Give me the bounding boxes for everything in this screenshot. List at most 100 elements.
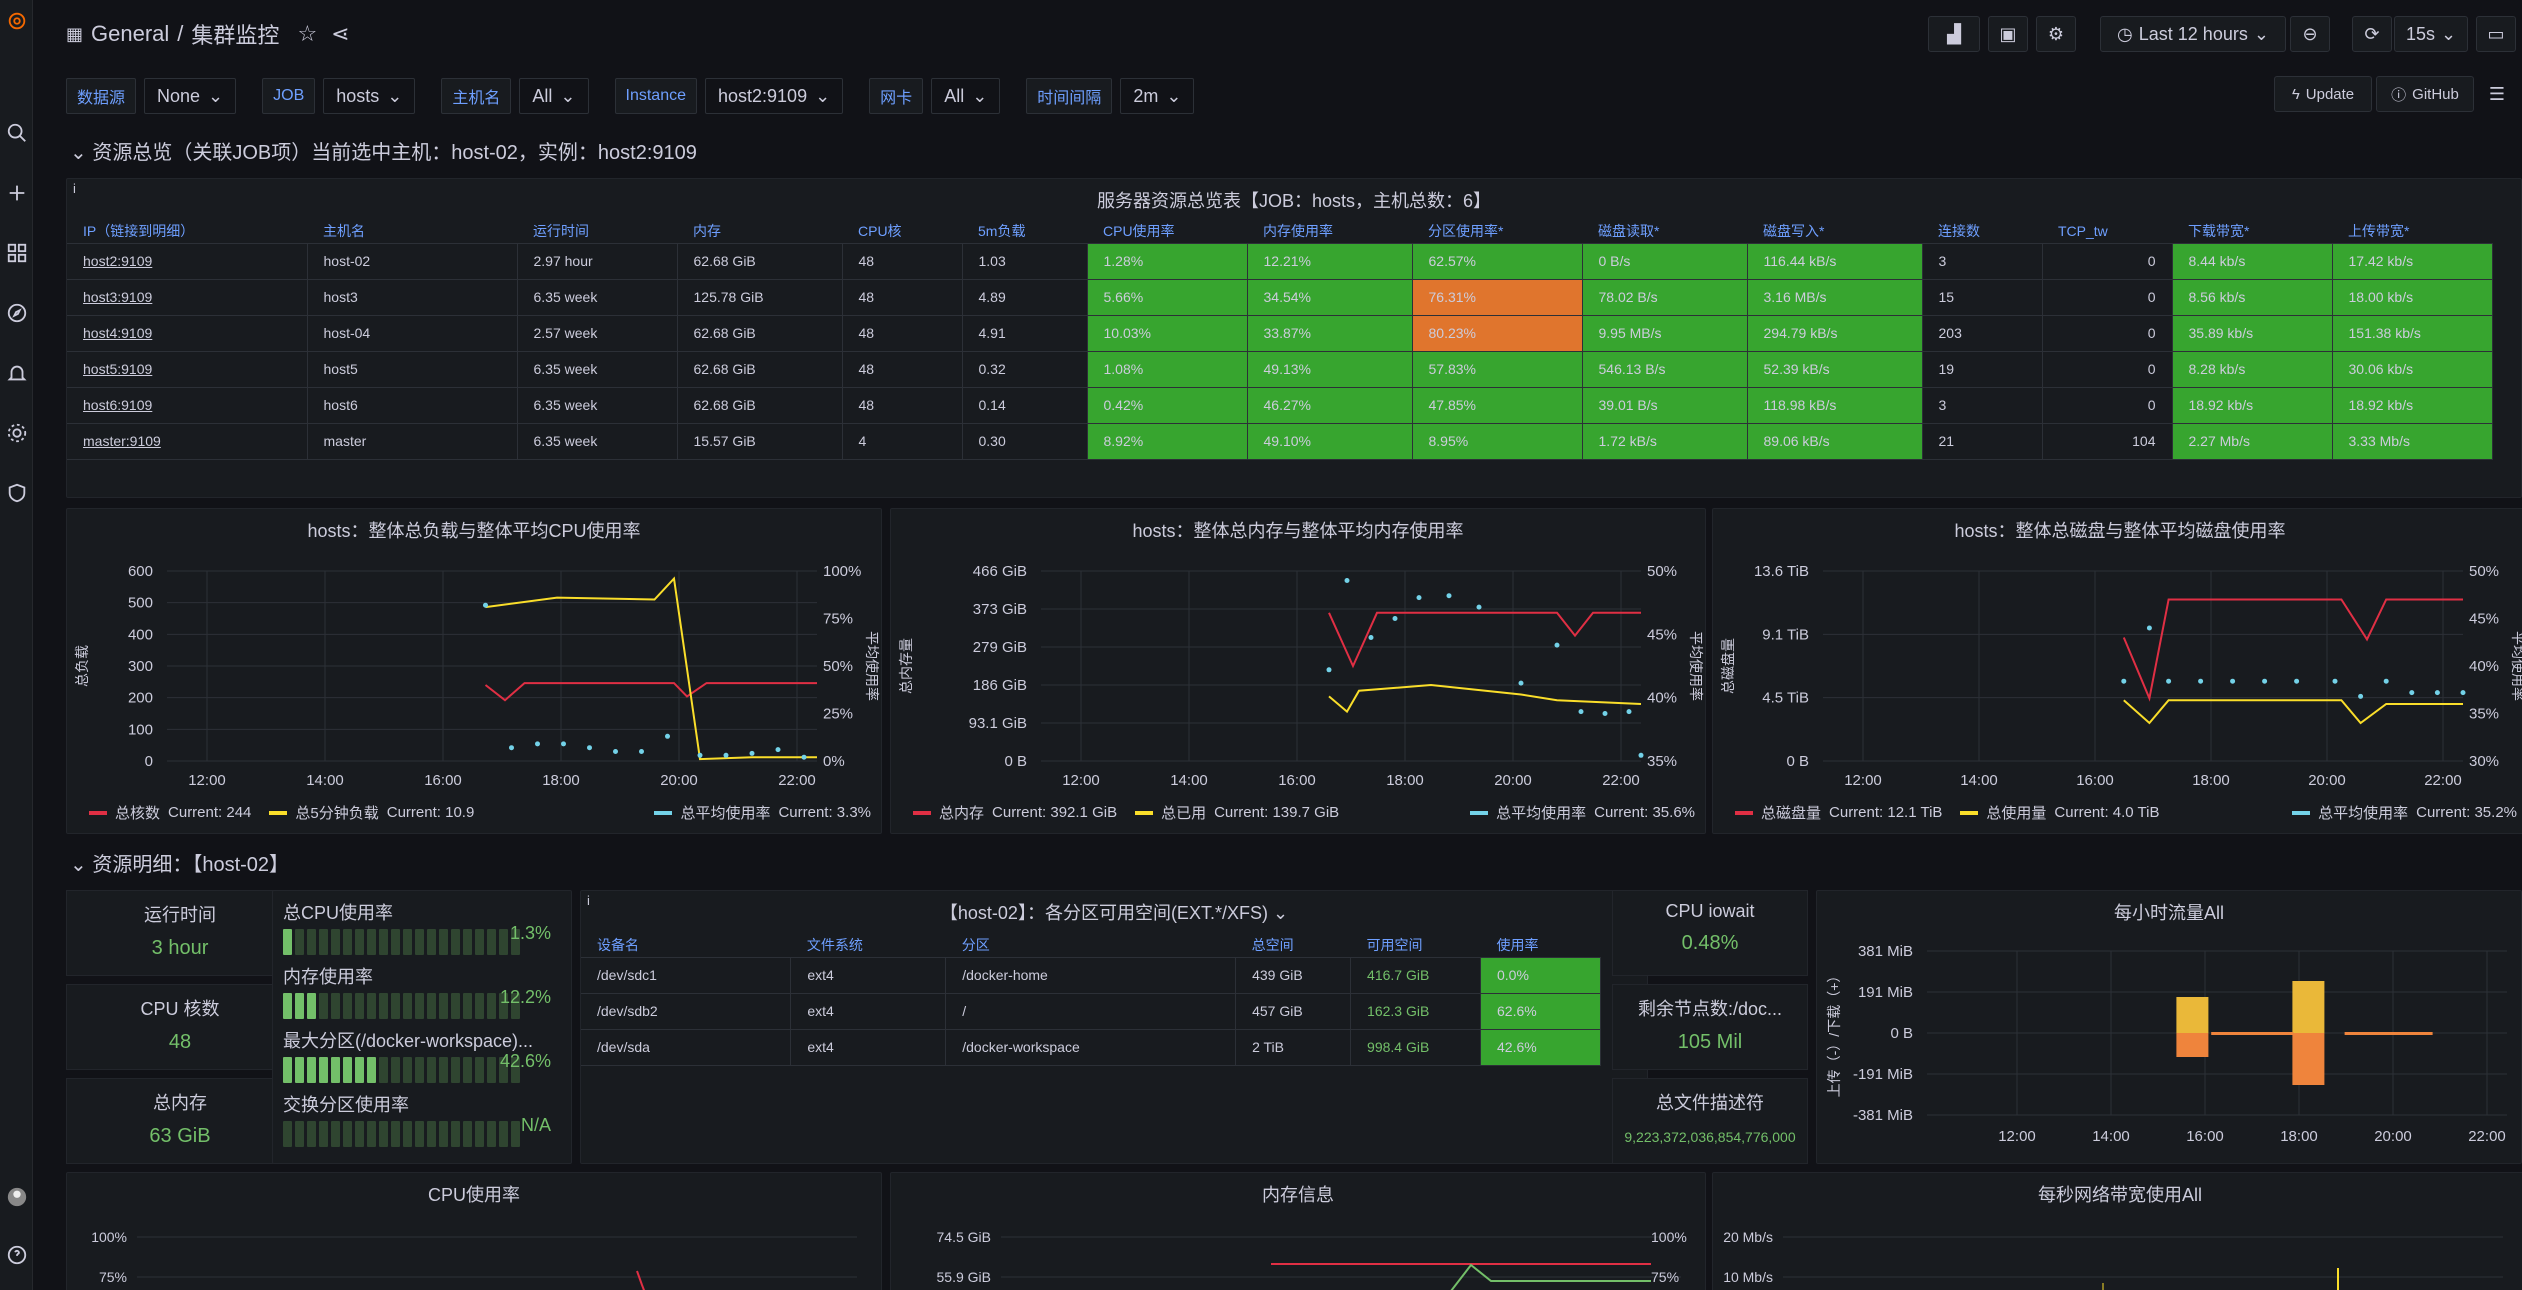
variables-bar: 数据源 None ⌄ JOB hosts ⌄ 主机名 All ⌄ Instance h… [66,76,1212,116]
plus-icon[interactable] [4,180,30,206]
traffic-bar-upload [2344,1032,2375,1035]
breadcrumb-section[interactable]: General [91,21,170,46]
search-icon[interactable] [4,120,30,146]
menu-button[interactable]: ☰ [2478,76,2516,112]
var-select-interval[interactable]: 2m ⌄ [1120,78,1195,114]
column-header[interactable]: 磁盘读取* [1582,219,1747,244]
host-link[interactable]: master:9109 [67,423,308,460]
zoom-out-button[interactable]: ⊖ [2290,16,2330,52]
y-tick-label: 600 [128,563,153,580]
refresh-interval-picker[interactable]: 15s ⌄ [2394,16,2468,52]
time-range-picker[interactable]: ◷ Last 12 hours ⌄ [2100,16,2286,52]
column-header[interactable]: 设备名 [581,933,791,958]
update-button[interactable]: ϟ Update [2274,76,2372,112]
column-header[interactable]: 运行时间 [517,219,677,244]
host-link[interactable]: host4:9109 [67,315,308,352]
timeseries-chart: 600 500 400 300 200 100 0 100% 75% 50% 25% 0% 12:00 1… [74,563,880,789]
y-tick-label: 9.1 TiB [1762,626,1809,643]
table-cell: 49.10% [1247,423,1413,460]
bar-gauge-cells [283,1057,561,1083]
legend-item[interactable]: 总已用 [1161,805,1207,822]
table-cell: 294.79 kB/s [1747,315,1923,352]
table-row: master:9109 master 6.35 week 15.57 GiB 4 0.30… [67,423,2493,460]
legend-item[interactable]: 总核数 [115,805,161,822]
help-icon[interactable] [4,1242,30,1268]
legend-item[interactable]: 总磁盘量 [1761,805,1822,822]
legend-item[interactable]: 总使用量 [1986,805,2047,822]
bar-gauge-cell [307,1057,316,1083]
var-select-job[interactable]: hosts ⌄ [323,78,416,114]
star-icon[interactable]: ☆ [297,21,318,46]
y2-axis-label: 平均使用率 [864,631,880,701]
column-header[interactable]: CPU核 [842,219,962,244]
bar-gauge-cell [451,1121,460,1147]
settings-button[interactable]: ⚙ [2036,16,2076,52]
page-title[interactable]: 集群监控 [191,23,280,48]
grafana-logo[interactable] [4,8,30,34]
column-header[interactable]: 分区 [945,933,1236,958]
row-title-overview[interactable]: ⌄ 资源总览（关联JOB项）当前选中主机：host-02，实例：host2:91… [70,142,697,164]
save-button[interactable]: ▣ [1988,16,2028,52]
series-point [1392,616,1398,621]
tv-mode-button[interactable]: ▭ [2476,16,2516,52]
bar-gauge-cell [391,993,400,1019]
share-icon[interactable]: ⋖ [331,21,350,46]
refresh-button[interactable]: ⟳ [2352,16,2392,52]
column-header[interactable]: 上传带宽* [2332,219,2492,244]
y2-axis-label: 平均使用率 [2510,631,2522,701]
shield-icon[interactable] [4,480,30,506]
panel-title[interactable]: 【host-02】：各分区可用空间(EXT.*/XFS) ⌄ [939,903,1289,923]
column-header[interactable]: 下载带宽* [2172,219,2332,244]
series-line-yellow [485,576,817,761]
host-link[interactable]: host5:9109 [67,351,308,388]
gear-icon[interactable] [4,420,30,446]
chevron-down-icon: ⌄ [2253,23,2269,44]
host-link[interactable]: host2:9109 [67,243,308,280]
var-select-nic[interactable]: All ⌄ [931,78,1001,114]
table-cell: 0 [2042,351,2173,388]
column-header[interactable]: 总空间 [1235,933,1351,958]
bar-gauge-label: 最大分区(/docker-workspace)... [283,1031,534,1051]
host-link[interactable]: host6:9109 [67,387,308,424]
dashboards-icon[interactable] [4,240,30,266]
table-cell: 416.7 GiB [1350,957,1481,994]
column-header[interactable]: 主机名 [307,219,517,244]
avatar[interactable] [4,1184,30,1210]
column-header[interactable]: 文件系统 [790,933,946,958]
dashboards-icon: ▦ [66,23,84,44]
bell-icon[interactable] [4,360,30,386]
legend-item[interactable]: 总5分钟负载 [295,805,379,822]
x-tick-label: 18:00 [2192,772,2230,789]
legend-item[interactable]: 总平均使用率 [2318,805,2409,822]
legend-current: Current: 392.1 GiB [992,804,1118,821]
table-cell: 2.57 week [517,315,678,352]
var-select-instance[interactable]: host2:9109 ⌄ [705,78,844,114]
row-title-detail[interactable]: ⌄ 资源明细：【host-02】 [70,854,290,876]
var-select-hostname[interactable]: All ⌄ [519,78,589,114]
column-header[interactable]: 内存 [677,219,842,244]
column-header[interactable]: IP（链接到明细） [67,219,307,244]
y2-tick-label: 50% [2469,563,2499,580]
column-header[interactable]: 分区使用率* [1412,219,1582,244]
github-link[interactable]: ⓘ GitHub [2376,76,2474,112]
column-header[interactable]: 磁盘写入* [1747,219,1922,244]
legend-item[interactable]: 总平均使用率 [1496,805,1587,822]
column-header[interactable]: 内存使用率 [1247,219,1412,244]
var-select-datasource[interactable]: None ⌄ [144,78,237,114]
info-icon[interactable]: i [587,893,590,908]
legend-item[interactable]: 总内存 [939,805,985,822]
chevron-down-icon: ⌄ [560,85,576,106]
column-header[interactable]: 5m负载 [962,219,1087,244]
column-header[interactable]: 连接数 [1922,219,2042,244]
explore-icon[interactable] [4,300,30,326]
legend-item[interactable]: 总平均使用率 [680,805,771,822]
series-point [2460,690,2466,696]
column-header[interactable]: CPU使用率 [1087,219,1247,244]
column-header[interactable]: 使用率 [1480,933,1601,958]
column-header[interactable]: TCP_tw [2042,219,2172,244]
host-link[interactable]: host3:9109 [67,279,308,316]
column-header[interactable]: 可用空间 [1350,933,1481,958]
bar-gauge-cell [367,1057,376,1083]
info-icon[interactable]: i [73,181,76,196]
add-panel-button[interactable]: ▟ [1928,16,1980,52]
